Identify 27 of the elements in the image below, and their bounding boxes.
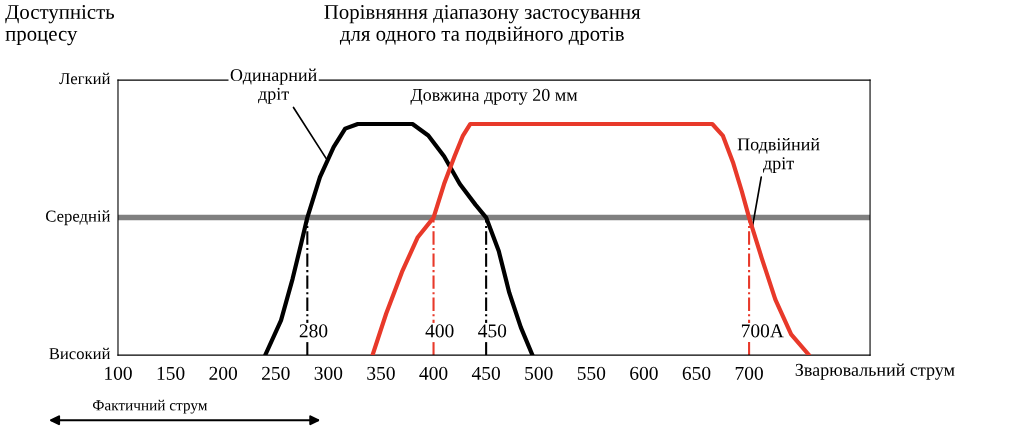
ref-line-label: 400 [425, 324, 454, 338]
x-tick-label: 500 [525, 366, 553, 380]
x-tick-label: 650 [682, 366, 711, 380]
chart-title: Порівняння діапазону застосування для одного та подвійного дротів [324, 5, 641, 46]
text: Довжина дроту 20 мм [410, 88, 578, 105]
x-tick-label: 550 [577, 366, 606, 380]
text: Високий [49, 347, 111, 360]
x-tick-label: 100 [105, 366, 132, 380]
ref-line-label: 700A [741, 324, 784, 338]
ref-line-label: 450 [478, 324, 507, 338]
x-tick-label: 300 [314, 366, 343, 380]
x-tick-label: 400 [419, 366, 448, 380]
annotation: Подвійний дріт [737, 137, 820, 173]
text: Фактичний струм [92, 399, 208, 414]
y-axis-title: Доступність процесу [5, 5, 115, 46]
x-tick-label: 700 [735, 366, 763, 380]
ref-line-label: Середній [45, 210, 111, 226]
text: Легкий [59, 72, 111, 85]
annotation: Одинарний дріт [230, 68, 317, 104]
x-tick-label: 200 [209, 366, 238, 380]
x-tick-label: 150 [157, 366, 185, 380]
x-axis-title: Зварювальний струм [795, 363, 955, 380]
x-tick-label: 600 [630, 366, 658, 380]
ref-line-label: 280 [299, 324, 328, 338]
x-tick-label: 250 [262, 366, 290, 380]
x-tick-label: 350 [367, 366, 395, 380]
x-tick-label: 450 [471, 366, 500, 380]
